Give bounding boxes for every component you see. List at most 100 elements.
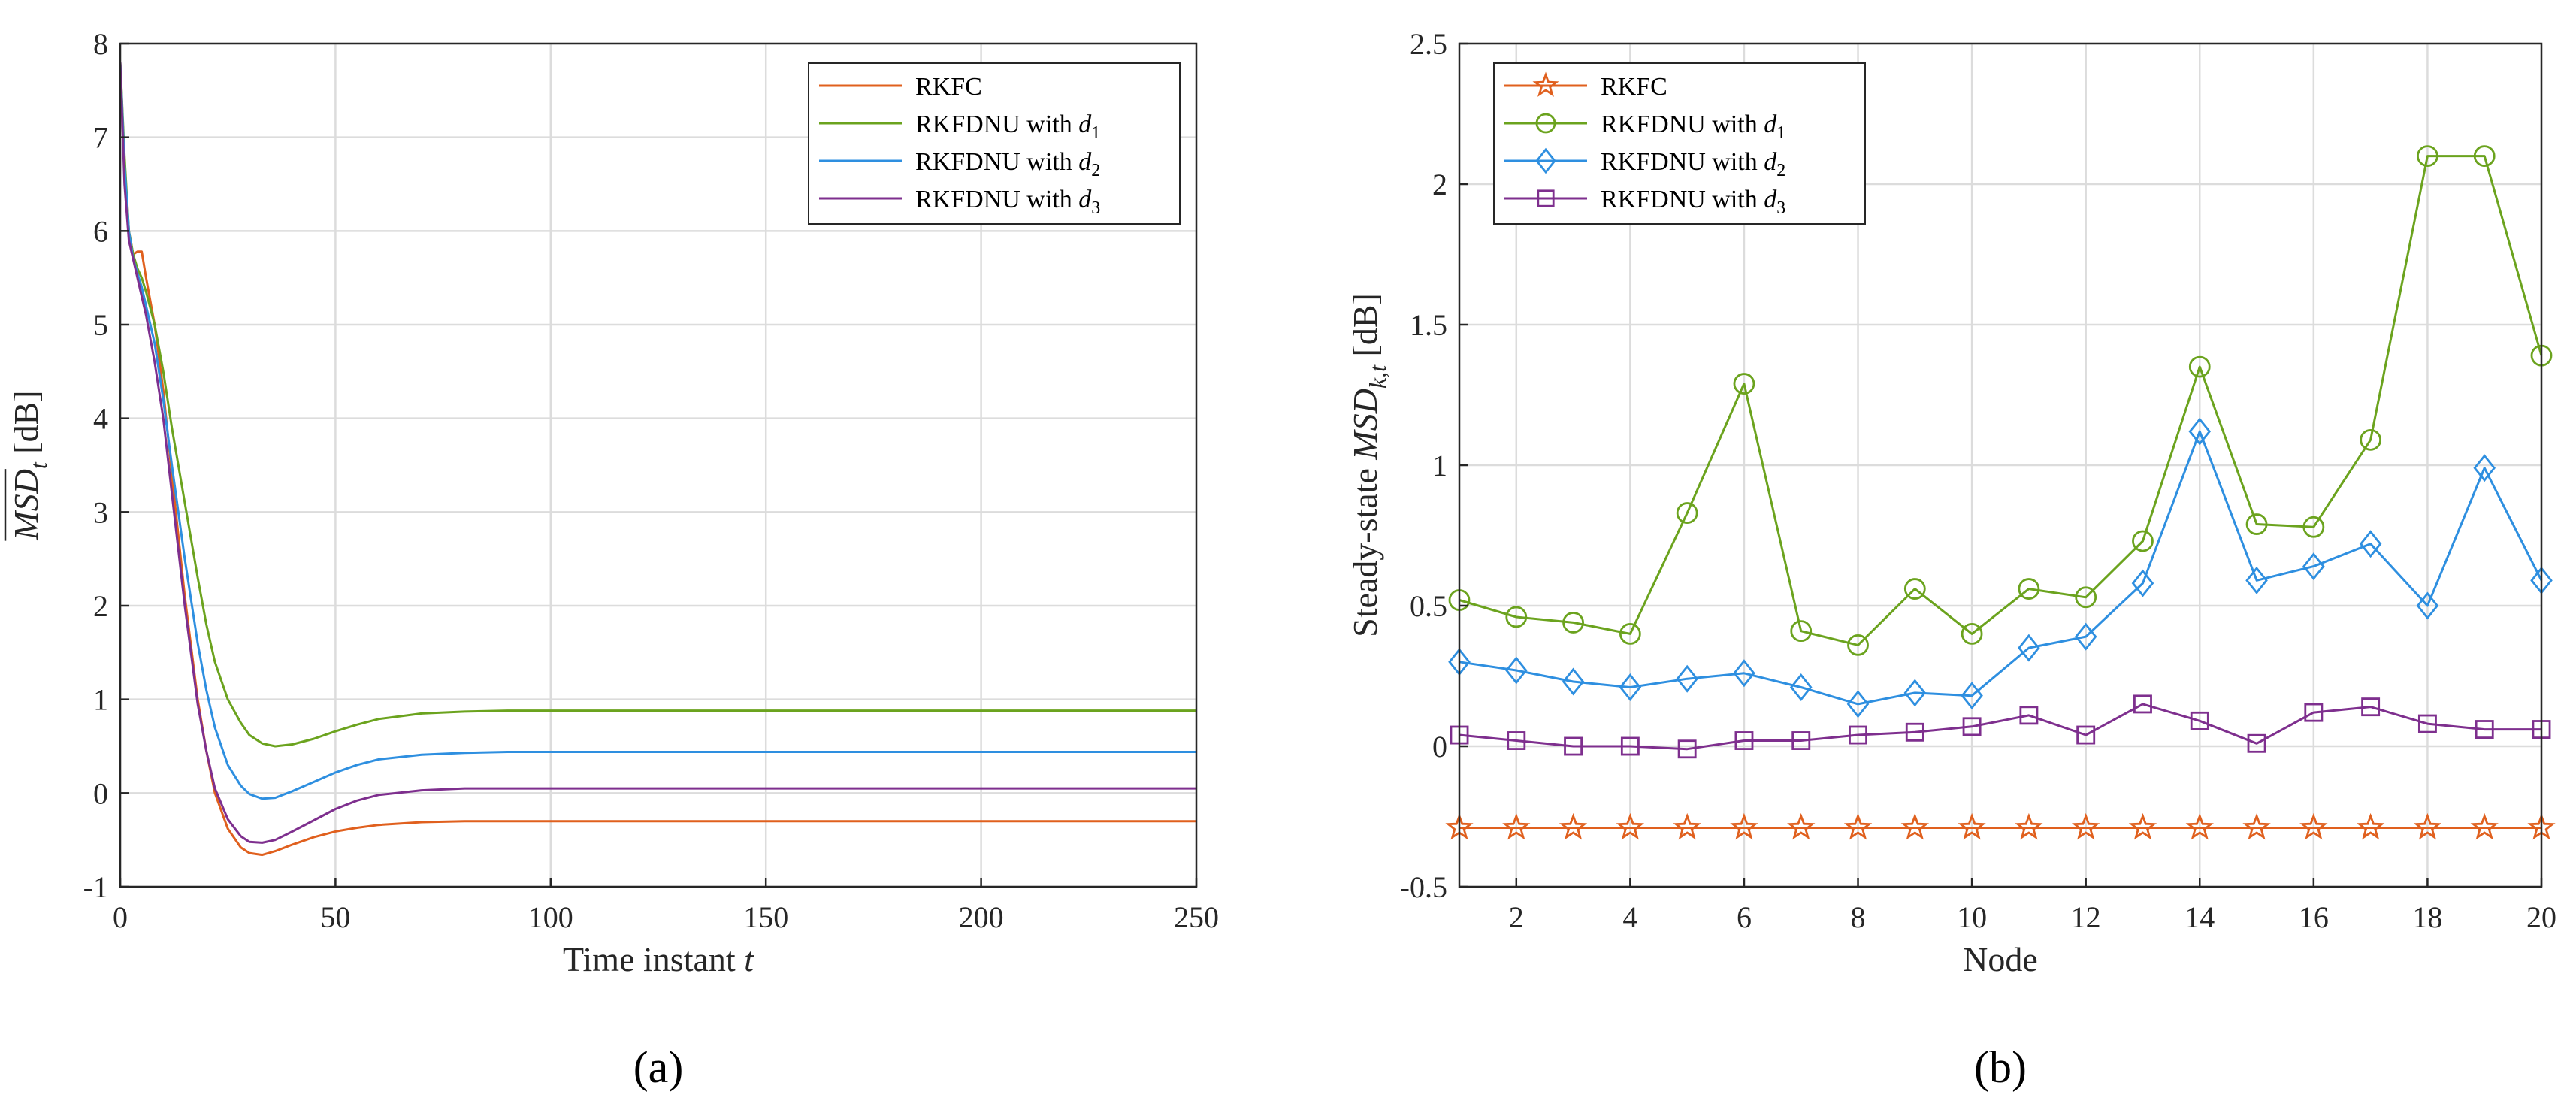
y-axis-label-a: MSDt [dB] bbox=[4, 390, 52, 541]
data-point-b-2 bbox=[1961, 682, 1983, 710]
legend-label-text: RKFDNU with bbox=[1601, 186, 1764, 213]
x-tick-label-a: 0 bbox=[113, 900, 128, 934]
legend-label-var: d bbox=[1078, 148, 1092, 176]
data-point-b-3 bbox=[2133, 694, 2152, 714]
data-point-b-0 bbox=[2470, 812, 2499, 840]
data-point-b-3 bbox=[2019, 706, 2039, 725]
data-point-b-2 bbox=[2245, 566, 2268, 594]
data-point-b-3 bbox=[1507, 731, 1526, 750]
legend-label-var: d bbox=[1078, 186, 1092, 213]
data-point-b-1 bbox=[1505, 606, 1528, 628]
data-point-b-3 bbox=[2076, 725, 2096, 745]
data-point-b-1 bbox=[2132, 530, 2154, 552]
data-point-b-0 bbox=[1559, 812, 1588, 840]
legend-label-text: RKFDNU with bbox=[1601, 148, 1764, 176]
data-point-b-3 bbox=[2304, 703, 2324, 722]
y-axis-label-b-prefix: Steady-state bbox=[1346, 460, 1384, 637]
data-point-b-2 bbox=[1846, 690, 1870, 718]
series-line-a-3 bbox=[119, 62, 1196, 844]
data-point-b-1 bbox=[2473, 145, 2496, 168]
x-tick-label-a: 50 bbox=[320, 900, 350, 934]
data-point-b-3 bbox=[1564, 736, 1583, 756]
series-group-b bbox=[1445, 145, 2556, 840]
y-tick-label-a: 1 bbox=[93, 683, 108, 717]
data-point-b-3 bbox=[2190, 711, 2209, 730]
legend-box-a bbox=[808, 62, 1181, 225]
legend-label-b-3: RKFDNU with d3 bbox=[1601, 186, 1785, 218]
y-axis-label-a-main: MSD bbox=[7, 469, 45, 541]
legend-label-sub: 1 bbox=[1776, 123, 1785, 143]
data-point-b-0 bbox=[1900, 812, 1930, 840]
y-axis-label-b-main: MSD bbox=[1346, 389, 1384, 461]
x-axis-label-b: Node bbox=[1963, 940, 2038, 978]
data-point-b-1 bbox=[2302, 516, 2325, 538]
y-tick-label-b: 0.5 bbox=[1410, 589, 1447, 623]
data-point-b-2 bbox=[2074, 622, 2097, 651]
legend-label-text: RKFDNU with bbox=[915, 186, 1078, 213]
legend-label-b-2: RKFDNU with d2 bbox=[1601, 148, 1785, 180]
data-point-b-1 bbox=[1903, 578, 1926, 600]
x-tick-label-a: 200 bbox=[959, 900, 1004, 934]
data-point-b-2 bbox=[1789, 673, 1813, 701]
x-axis-label-a: Time instant t bbox=[563, 940, 754, 978]
y-tick-label-a: 8 bbox=[93, 27, 108, 61]
x-axis-label-a-prefix: Time instant bbox=[563, 940, 744, 978]
y-tick-label-b: 0 bbox=[1432, 730, 1447, 764]
x-tick-label-b: 4 bbox=[1622, 900, 1637, 934]
legend-marker-b-3 bbox=[1537, 189, 1555, 207]
series-line-a-2 bbox=[119, 62, 1196, 800]
chart-b: 2 4 6 8 10 12 14 16 18 20-0.500.511.522.5 Node St… bbox=[1346, 27, 2556, 1092]
data-point-b-2 bbox=[1903, 679, 1927, 707]
series-line-b-3 bbox=[1459, 703, 2541, 751]
y-tick-label-a: 2 bbox=[93, 589, 108, 623]
legend-label-a-1: RKFDNU with d1 bbox=[915, 110, 1100, 143]
y-tick-label-b: 2.5 bbox=[1410, 27, 1447, 61]
legend-label-var: d bbox=[1764, 148, 1777, 176]
x-tick-label-b: 18 bbox=[2412, 900, 2442, 934]
data-point-b-2 bbox=[1504, 656, 1528, 685]
legend-label-text: RKFC bbox=[1601, 73, 1667, 101]
data-point-b-0 bbox=[1787, 812, 1816, 840]
y-tick-label-a: 6 bbox=[93, 214, 108, 248]
y-tick-label-b: 2 bbox=[1432, 168, 1447, 201]
data-point-b-1 bbox=[2360, 428, 2382, 451]
legend-marker-b-2 bbox=[1535, 147, 1556, 174]
y-tick-label-a: 0 bbox=[93, 776, 108, 810]
data-point-b-1 bbox=[1847, 634, 1869, 656]
data-point-b-0 bbox=[2413, 812, 2442, 840]
data-point-b-1 bbox=[1961, 623, 1983, 645]
data-point-b-2 bbox=[2302, 552, 2325, 581]
x-tick-label-b: 20 bbox=[2526, 900, 2556, 934]
data-point-b-3 bbox=[1962, 717, 1982, 736]
legend-label-a-0: RKFC bbox=[915, 73, 982, 101]
y-tick-label-a: 4 bbox=[93, 402, 108, 436]
data-point-b-2 bbox=[2131, 569, 2154, 597]
data-point-b-0 bbox=[1843, 812, 1873, 840]
data-point-b-0 bbox=[1502, 812, 1531, 840]
data-point-b-1 bbox=[1562, 612, 1584, 634]
y-tick-label-a: 3 bbox=[93, 495, 108, 529]
y-axis-label-a-sub: t bbox=[25, 461, 52, 469]
legend-label-text: RKFDNU with bbox=[1601, 110, 1764, 138]
data-point-b-1 bbox=[1790, 620, 1813, 643]
data-point-b-1 bbox=[1619, 623, 1641, 645]
legend-box-b bbox=[1493, 62, 1866, 225]
legend-label-text: RKFDNU with bbox=[915, 148, 1078, 176]
x-tick-label-a: 150 bbox=[743, 900, 788, 934]
data-point-b-3 bbox=[2475, 720, 2494, 739]
data-point-b-3 bbox=[1620, 736, 1640, 756]
x-tick-label-a: 100 bbox=[528, 900, 573, 934]
caption-b: (b) bbox=[1974, 1042, 2027, 1092]
data-point-b-1 bbox=[2417, 145, 2438, 168]
legend-label-sub: 3 bbox=[1091, 198, 1100, 218]
data-point-b-1 bbox=[2018, 578, 2040, 600]
data-point-b-0 bbox=[1616, 812, 1645, 840]
data-point-b-2 bbox=[2416, 591, 2439, 620]
x-tick-label-b: 12 bbox=[2071, 900, 2101, 934]
y-tick-label-a: 5 bbox=[93, 308, 108, 342]
y-tick-label-b: -0.5 bbox=[1400, 870, 1447, 904]
data-point-b-2 bbox=[2473, 454, 2496, 482]
